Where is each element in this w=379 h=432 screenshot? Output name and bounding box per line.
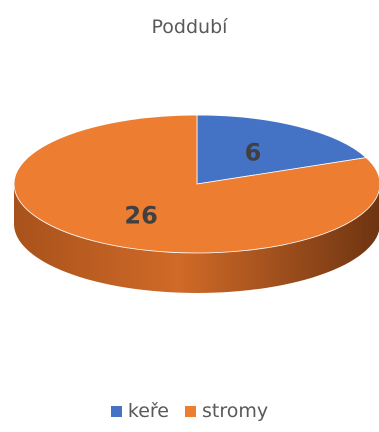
legend-label-kere: keře bbox=[127, 400, 169, 422]
data-label-stromy: 26 bbox=[124, 202, 157, 230]
legend-item-kere: keře bbox=[110, 400, 169, 422]
pie-side-stromy bbox=[14, 184, 379, 293]
pie-slices bbox=[13, 114, 379, 254]
legend-label-stromy: stromy bbox=[201, 400, 269, 422]
pie-slice-kere bbox=[196, 114, 367, 185]
pie-sides bbox=[14, 184, 379, 293]
legend-swatch-stromy bbox=[184, 405, 196, 417]
legend: keře stromy bbox=[0, 400, 379, 422]
pie-data-labels: 6 26 bbox=[124, 138, 261, 229]
legend-swatch-kere bbox=[110, 405, 122, 417]
legend-item-stromy: stromy bbox=[184, 400, 269, 422]
data-label-kere: 6 bbox=[245, 138, 262, 166]
chart-title: Poddubí bbox=[151, 16, 228, 38]
pie-slice-stromy bbox=[13, 114, 379, 254]
